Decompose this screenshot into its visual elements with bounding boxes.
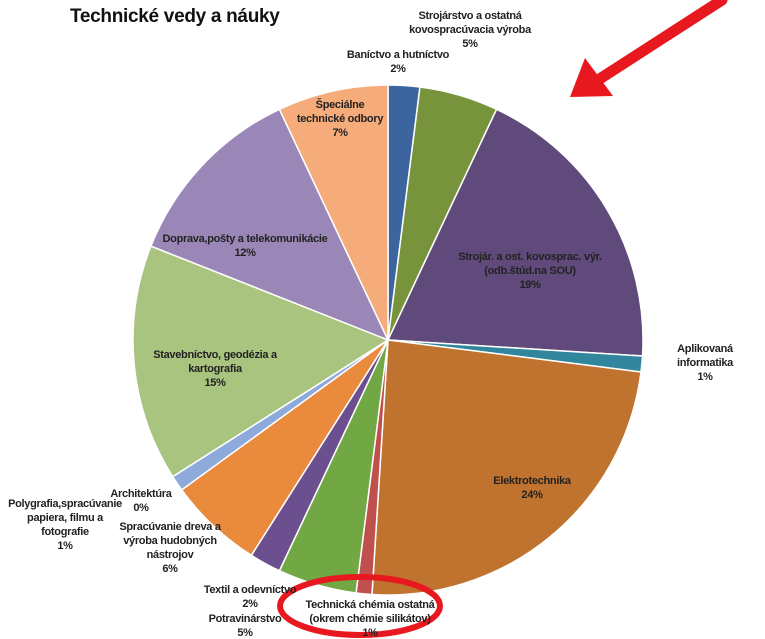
slice-label: Architektúra 0% (110, 487, 172, 515)
value-label: 5% (462, 38, 478, 50)
category-label: Textil a odevníctvo (203, 584, 297, 596)
slice-label: Baníctvo a hutníctvo 2% (347, 48, 449, 76)
category-label: Spracúvanie dreva a výroba hudobných nás… (119, 521, 221, 561)
slice-label: Spracúvanie dreva a výroba hudobných nás… (119, 520, 221, 576)
value-label: 1% (57, 540, 73, 552)
value-label: 0% (133, 502, 149, 514)
slice-label: Textil a odevníctvo 2% (204, 583, 297, 611)
chart-title: Technické vedy a náuky (70, 6, 280, 27)
value-label: 7% (332, 127, 348, 139)
category-label: Strojárstvo a ostatná kovospracúvacia vý… (409, 10, 531, 36)
category-label: Špeciálne technické odbory (296, 99, 384, 125)
value-label: 12% (234, 247, 256, 259)
value-label: 5% (237, 627, 253, 639)
value-label: 19% (519, 279, 541, 291)
category-label: Architektúra (110, 488, 172, 500)
category-label: Baníctvo a hutníctvo (346, 49, 450, 61)
slice-label: Elektrotechnika 24% (493, 474, 571, 502)
value-label: 2% (390, 63, 406, 75)
pie-slice (132, 245, 390, 478)
category-label: Strojár. a ost. kovosprac. výr. (odb.štú… (458, 251, 602, 277)
slice-label: Stavebníctvo, geodézia a kartografia 15% (153, 348, 277, 390)
pie-slice (278, 84, 389, 341)
slice-label: Potravinárstvo 5% (209, 612, 282, 639)
category-label: Polygrafia,spracúvanie papiera, filmu a … (8, 498, 122, 538)
pie-slice (386, 108, 644, 357)
category-label: Doprava,pošty a telekomunikácie (162, 233, 328, 245)
slice-label: Doprava,pošty a telekomunikácie 12% (163, 232, 328, 260)
category-label: Elektrotechnika (493, 475, 571, 487)
category-label: Aplikovaná informatika (677, 343, 733, 369)
slice-label: Špeciálne technické odbory 7% (296, 98, 384, 140)
slice-label: Aplikovaná informatika 1% (675, 342, 735, 384)
slice-label: Strojárstvo a ostatná kovospracúvacia vý… (409, 9, 531, 51)
value-label: 1% (697, 371, 713, 383)
category-label: Technická chémia ostatná (okrem chémie s… (305, 599, 435, 625)
annotation-arrow (592, 0, 728, 86)
value-label: 15% (204, 377, 226, 389)
value-label: 6% (162, 563, 178, 575)
annotation-ellipse (277, 574, 443, 638)
value-label: 24% (521, 489, 543, 501)
category-label: Stavebníctvo, geodézia a kartografia (153, 349, 277, 375)
annotation-arrowhead (570, 58, 613, 97)
pie-slice (149, 108, 390, 342)
value-label: 2% (242, 598, 258, 610)
pie-slice (371, 339, 642, 596)
category-label: Potravinárstvo (208, 613, 282, 625)
slice-label: Strojár. a ost. kovosprac. výr. (odb.štú… (458, 250, 602, 292)
value-label: 1% (362, 627, 378, 639)
slice-label: Polygrafia,spracúvanie papiera, filmu a … (8, 497, 122, 553)
slice-label: Technická chémia ostatná (okrem chémie s… (306, 598, 435, 639)
